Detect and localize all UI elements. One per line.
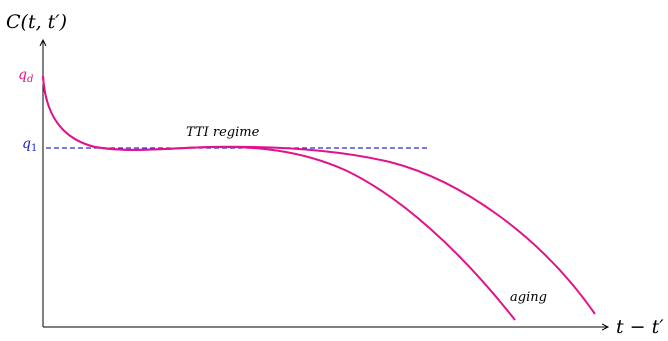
regime-annotation: TTI regime	[186, 125, 260, 140]
qd-label-subscript: d	[27, 74, 33, 85]
q1-label-letter: q	[22, 136, 31, 152]
correlation-curve-early	[42, 75, 516, 321]
correlation-curve-late	[42, 75, 596, 315]
qd-label-letter: q	[18, 67, 27, 83]
q1-label: q1	[22, 136, 37, 154]
qd-label: qd	[18, 67, 33, 85]
y-axis-label: C(t, t′)	[6, 11, 67, 33]
x-axis-label: t − t′	[616, 316, 664, 338]
aging-annotation: aging	[510, 290, 547, 305]
q1-label-subscript: 1	[31, 143, 37, 154]
